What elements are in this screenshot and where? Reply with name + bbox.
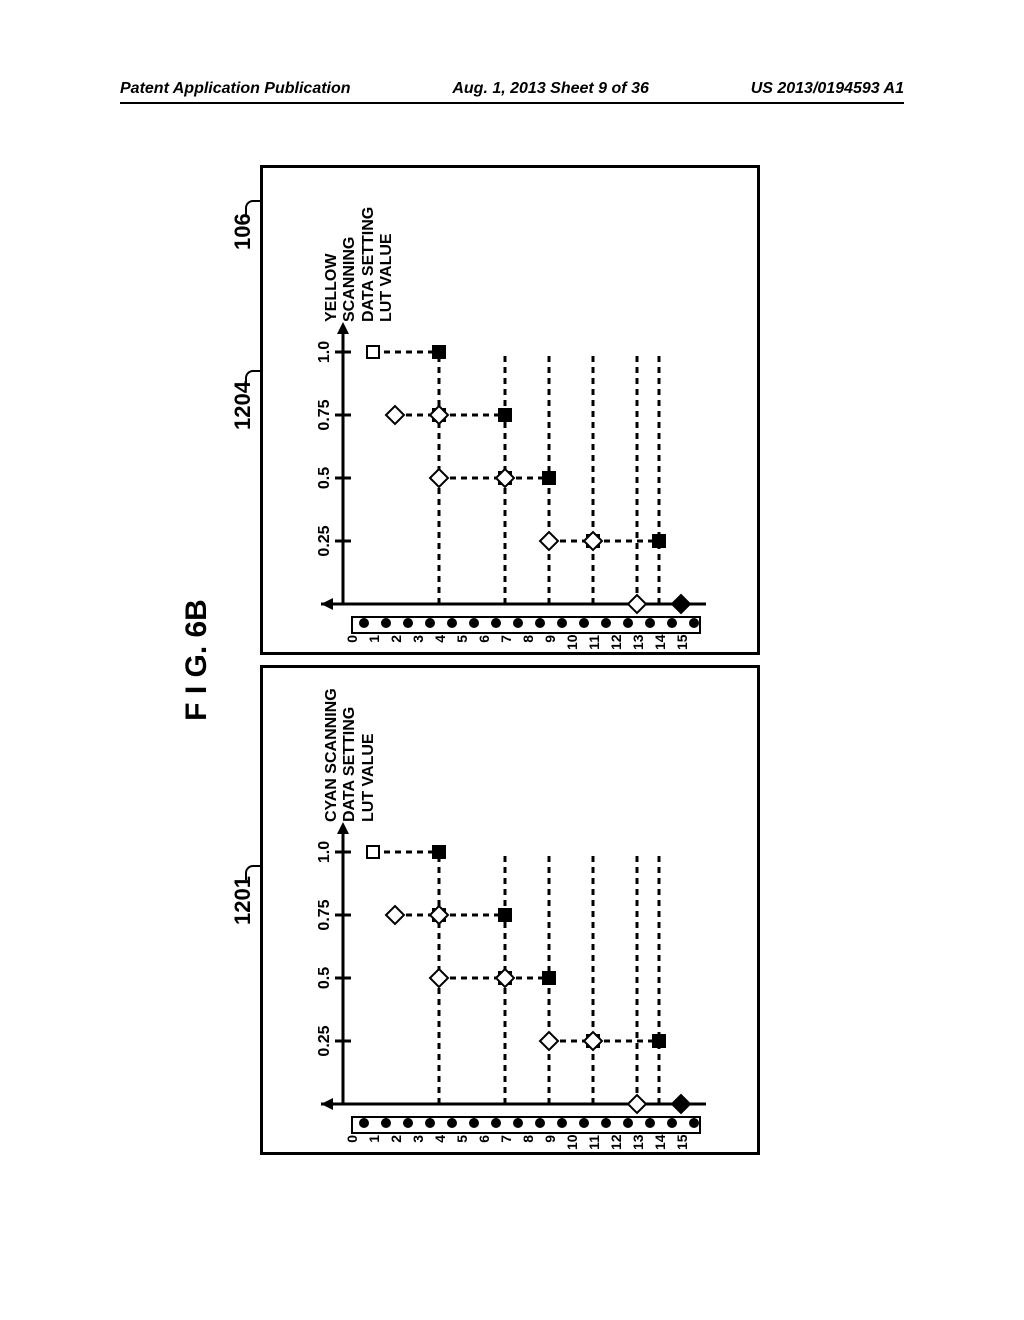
nozzle-index: 13 (630, 635, 646, 650)
nozzle-index: 6 (476, 635, 492, 650)
nozzle-index: 10 (564, 635, 580, 650)
header-left: Patent Application Publication (120, 80, 351, 98)
nozzle-index: 1 (366, 1135, 382, 1150)
nozzle-index: 0 (344, 635, 360, 650)
ref-1201: 1201 (230, 876, 256, 925)
nozzle-index: 3 (410, 635, 426, 650)
svg-text:0.75: 0.75 (316, 899, 333, 930)
nozzle-index: 4 (432, 1135, 448, 1150)
figure-title: F I G. 6B (180, 155, 214, 1165)
nozzle-index: 12 (608, 1135, 624, 1150)
nozzle-index: 5 (454, 635, 470, 650)
ref-106: 106 (230, 213, 256, 250)
nozzle-index: 12 (608, 635, 624, 650)
svg-text:0.25: 0.25 (316, 1025, 333, 1056)
figure-6b: F I G. 6B 1201 1204 106 CYAN SCANNINGDAT… (0, 385, 995, 935)
header-center: Aug. 1, 2013 Sheet 9 of 36 (452, 80, 649, 98)
svg-text:1.0: 1.0 (316, 841, 333, 863)
yellow-chart: 0.25 0.5 0.75 1.0 (263, 162, 763, 652)
svg-text:1.0: 1.0 (316, 341, 333, 363)
nozzle-index: 3 (410, 1135, 426, 1150)
nozzle-index: 1 (366, 635, 382, 650)
nozzle-index: 13 (630, 1135, 646, 1150)
nozzle-index: 7 (498, 1135, 514, 1150)
ref-1204: 1204 (230, 381, 256, 430)
header-right: US 2013/0194593 A1 (751, 80, 904, 98)
svg-text:0.5: 0.5 (316, 967, 333, 989)
nozzle-index: 11 (586, 1135, 602, 1150)
nozzle-index: 2 (388, 1135, 404, 1150)
page-header: Patent Application Publication Aug. 1, 2… (120, 80, 904, 104)
nozzle-index: 8 (520, 635, 536, 650)
nozzle-index: 4 (432, 635, 448, 650)
nozzle-index: 8 (520, 1135, 536, 1150)
svg-text:0.75: 0.75 (316, 399, 333, 430)
nozzle-index: 14 (652, 635, 668, 650)
nozzle-index: 6 (476, 1135, 492, 1150)
nozzle-index: 5 (454, 1135, 470, 1150)
svg-text:0.5: 0.5 (316, 467, 333, 489)
nozzle-index: 11 (586, 635, 602, 650)
cyan-chart: 0.25 0.5 0.75 1.0 (263, 662, 763, 1152)
nozzle-index: 10 (564, 1135, 580, 1150)
svg-text:0.25: 0.25 (316, 525, 333, 556)
nozzle-index: 15 (674, 635, 690, 650)
nozzle-index: 7 (498, 635, 514, 650)
nozzle-index: 9 (542, 1135, 558, 1150)
nozzle-index: 14 (652, 1135, 668, 1150)
nozzle-index: 0 (344, 1135, 360, 1150)
nozzle-index: 9 (542, 635, 558, 650)
nozzle-index: 15 (674, 1135, 690, 1150)
panel-cyan: CYAN SCANNINGDATA SETTINGLUT VALUE 0.250… (260, 665, 760, 1155)
panel-yellow: YELLOW SCANNINGDATA SETTINGLUT VALUE 0.2… (260, 165, 760, 655)
nozzle-index: 2 (388, 635, 404, 650)
